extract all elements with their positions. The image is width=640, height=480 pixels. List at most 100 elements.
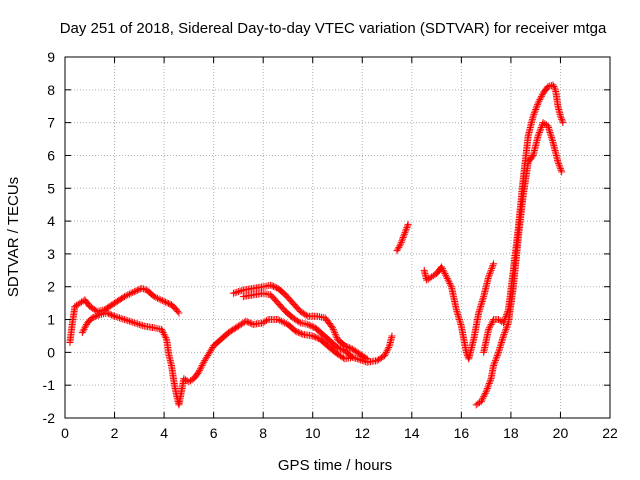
data-point xyxy=(329,324,337,332)
data-point xyxy=(296,329,304,337)
data-point xyxy=(444,276,452,284)
data-point xyxy=(124,291,132,299)
x-tick-label: 18 xyxy=(503,425,519,441)
x-tick-label: 8 xyxy=(259,425,267,441)
data-point xyxy=(441,270,449,278)
data-point xyxy=(335,344,343,352)
data-point xyxy=(310,333,318,341)
data-point xyxy=(558,117,566,125)
data-point xyxy=(196,365,204,373)
data-point xyxy=(537,92,545,100)
data-point xyxy=(150,293,158,301)
data-point xyxy=(271,283,279,291)
data-point xyxy=(91,313,99,321)
data-point xyxy=(447,281,455,289)
data-point xyxy=(556,163,564,171)
data-point xyxy=(485,325,493,333)
x-tick-label: 4 xyxy=(160,425,168,441)
data-point xyxy=(499,319,507,327)
data-point xyxy=(531,107,539,115)
data-point xyxy=(502,312,510,320)
data-point xyxy=(384,345,392,353)
data-point xyxy=(291,327,299,335)
data-point xyxy=(135,286,143,294)
data-point xyxy=(139,322,147,330)
data-point xyxy=(493,353,501,361)
data-point xyxy=(141,285,149,293)
data-point xyxy=(442,271,450,279)
data-point xyxy=(530,110,538,118)
data-point xyxy=(331,329,339,337)
data-point xyxy=(174,307,182,315)
data-point xyxy=(396,242,404,250)
data-point xyxy=(130,319,138,327)
data-point xyxy=(535,130,543,138)
data-point xyxy=(94,311,102,319)
data-point xyxy=(501,329,509,337)
data-point xyxy=(353,355,361,363)
data-point xyxy=(486,376,494,384)
data-point xyxy=(338,345,346,353)
data-point xyxy=(503,309,511,317)
data-point xyxy=(348,353,356,361)
data-point xyxy=(345,344,353,352)
data-point xyxy=(535,128,543,136)
data-point xyxy=(404,220,412,228)
data-point xyxy=(494,350,502,358)
data-point xyxy=(381,350,389,358)
data-point xyxy=(493,352,501,360)
data-point xyxy=(305,321,313,329)
data-point xyxy=(79,327,87,335)
data-point xyxy=(243,318,251,326)
y-tick-label: 2 xyxy=(47,279,55,295)
data-point xyxy=(195,368,203,376)
data-point xyxy=(499,332,507,340)
data-point xyxy=(133,286,141,294)
data-point xyxy=(556,112,564,120)
data-point xyxy=(443,273,450,281)
data-point xyxy=(274,316,282,324)
y-tick-label: -1 xyxy=(43,377,56,393)
data-point xyxy=(491,357,499,365)
data-point xyxy=(120,293,128,301)
data-point xyxy=(327,322,335,330)
data-point xyxy=(236,287,244,295)
data-point xyxy=(276,316,284,324)
data-point xyxy=(557,114,565,122)
data-point xyxy=(501,316,509,324)
data-point xyxy=(125,317,133,325)
data-point xyxy=(491,358,499,366)
data-point xyxy=(484,383,492,391)
plot-border xyxy=(64,56,611,419)
data-point xyxy=(109,312,117,320)
data-point xyxy=(158,327,166,335)
data-point xyxy=(485,381,493,389)
data-point xyxy=(165,299,173,307)
chart-title: Day 251 of 2018, Sidereal Day-to-day VTE… xyxy=(60,20,607,37)
data-point xyxy=(125,290,133,298)
data-point xyxy=(304,320,312,328)
data-point xyxy=(503,322,511,330)
data-point xyxy=(483,386,491,394)
data-point xyxy=(114,313,122,321)
data-point xyxy=(108,311,116,319)
data-point xyxy=(117,314,125,322)
y-tick-label: 8 xyxy=(47,82,55,98)
data-point xyxy=(163,299,171,307)
data-point xyxy=(124,317,132,325)
data-point xyxy=(492,355,500,363)
data-point xyxy=(363,355,371,363)
data-point xyxy=(153,294,161,302)
data-point xyxy=(530,109,538,117)
data-point xyxy=(139,285,147,293)
data-point xyxy=(194,369,202,377)
data-point xyxy=(122,292,130,300)
data-point xyxy=(294,328,302,336)
data-point xyxy=(293,328,301,336)
data-point xyxy=(480,391,488,399)
data-point xyxy=(119,294,127,302)
data-point xyxy=(534,101,542,109)
data-point xyxy=(490,260,498,268)
